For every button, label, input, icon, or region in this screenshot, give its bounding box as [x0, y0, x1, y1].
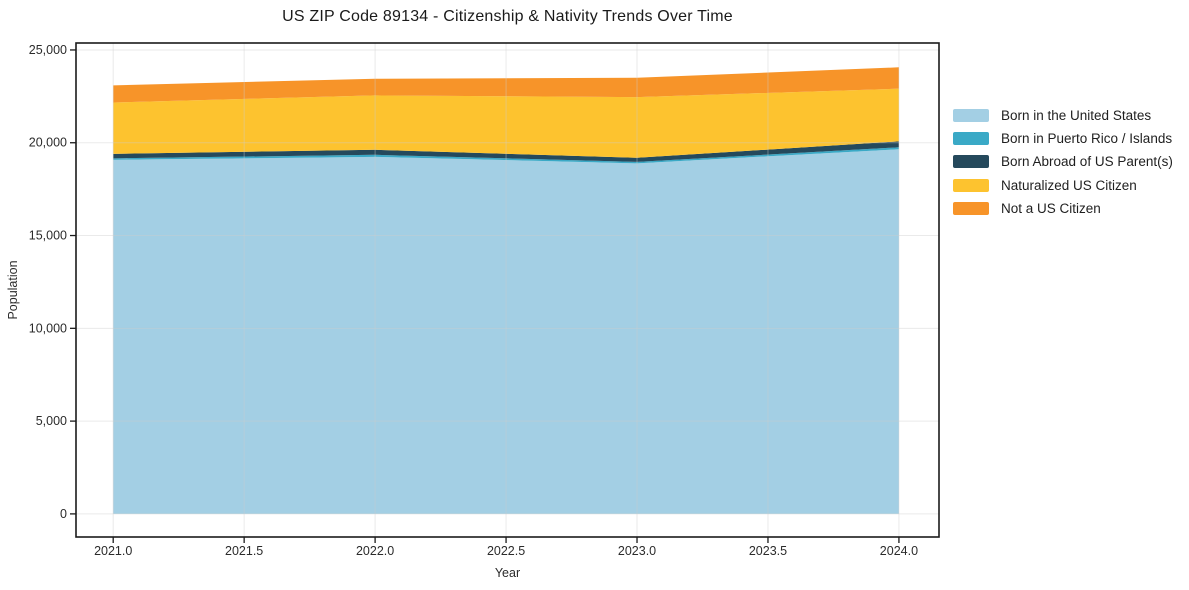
- x-axis-label: Year: [494, 566, 521, 580]
- x-tick-label: 2022.5: [487, 544, 525, 558]
- legend-item-born-in-puerto-rico-islands: Born in Puerto Rico / Islands: [953, 127, 1173, 150]
- legend-label: Born in the United States: [1001, 108, 1152, 124]
- x-tick-label: 2024.0: [880, 544, 918, 558]
- legend-label: Born Abroad of US Parent(s): [1001, 154, 1173, 170]
- y-axis-label: Population: [6, 260, 20, 320]
- legend-swatch-not-a-us-citizen: [953, 201, 989, 215]
- x-tick-label: 2023.0: [618, 544, 656, 558]
- chart-title: US ZIP Code 89134 - Citizenship & Nativi…: [282, 8, 733, 25]
- legend-label: Naturalized US Citizen: [1001, 177, 1137, 193]
- legend-item-born-abroad-of-us-parent-s: Born Abroad of US Parent(s): [953, 150, 1173, 173]
- area-naturalized-us-citizen: [113, 88, 899, 158]
- legend: Born in the United States Born in Puerto …: [953, 104, 1173, 220]
- legend-swatch-born-abroad-of-us-parent-s: [953, 155, 989, 169]
- plot-border: [75, 42, 940, 538]
- legend-swatch-naturalized-us-citizen: [953, 178, 989, 192]
- y-tick-label: 0: [60, 507, 67, 521]
- legend-swatch-born-in-the-united-states: [953, 109, 989, 123]
- legend-item-not-a-us-citizen: Not a US Citizen: [953, 197, 1173, 220]
- legend-label: Not a US Citizen: [1001, 200, 1101, 216]
- legend-swatch-born-in-puerto-rico-islands: [953, 132, 989, 146]
- legend-item-born-in-the-united-states: Born in the United States: [953, 104, 1173, 127]
- y-tick-label: 5,000: [36, 414, 67, 428]
- x-tick-label: 2021.5: [225, 544, 263, 558]
- x-tick-label: 2022.0: [356, 544, 394, 558]
- x-tick-label: 2021.0: [94, 544, 132, 558]
- y-tick-label: 15,000: [29, 229, 67, 243]
- legend-label: Born in Puerto Rico / Islands: [1001, 131, 1173, 147]
- area-not-a-us-citizen: [113, 67, 899, 103]
- area-born-in-the-united-states: [113, 149, 899, 514]
- area-born-in-puerto-rico-islands: [113, 147, 899, 164]
- legend-item-naturalized-us-citizen: Naturalized US Citizen: [953, 174, 1173, 197]
- y-tick-label: 20,000: [29, 136, 67, 150]
- y-tick-label: 25,000: [29, 43, 67, 57]
- x-tick-label: 2023.5: [749, 544, 787, 558]
- area-born-abroad-of-us-parent-s: [113, 141, 899, 162]
- y-tick-label: 10,000: [29, 321, 67, 335]
